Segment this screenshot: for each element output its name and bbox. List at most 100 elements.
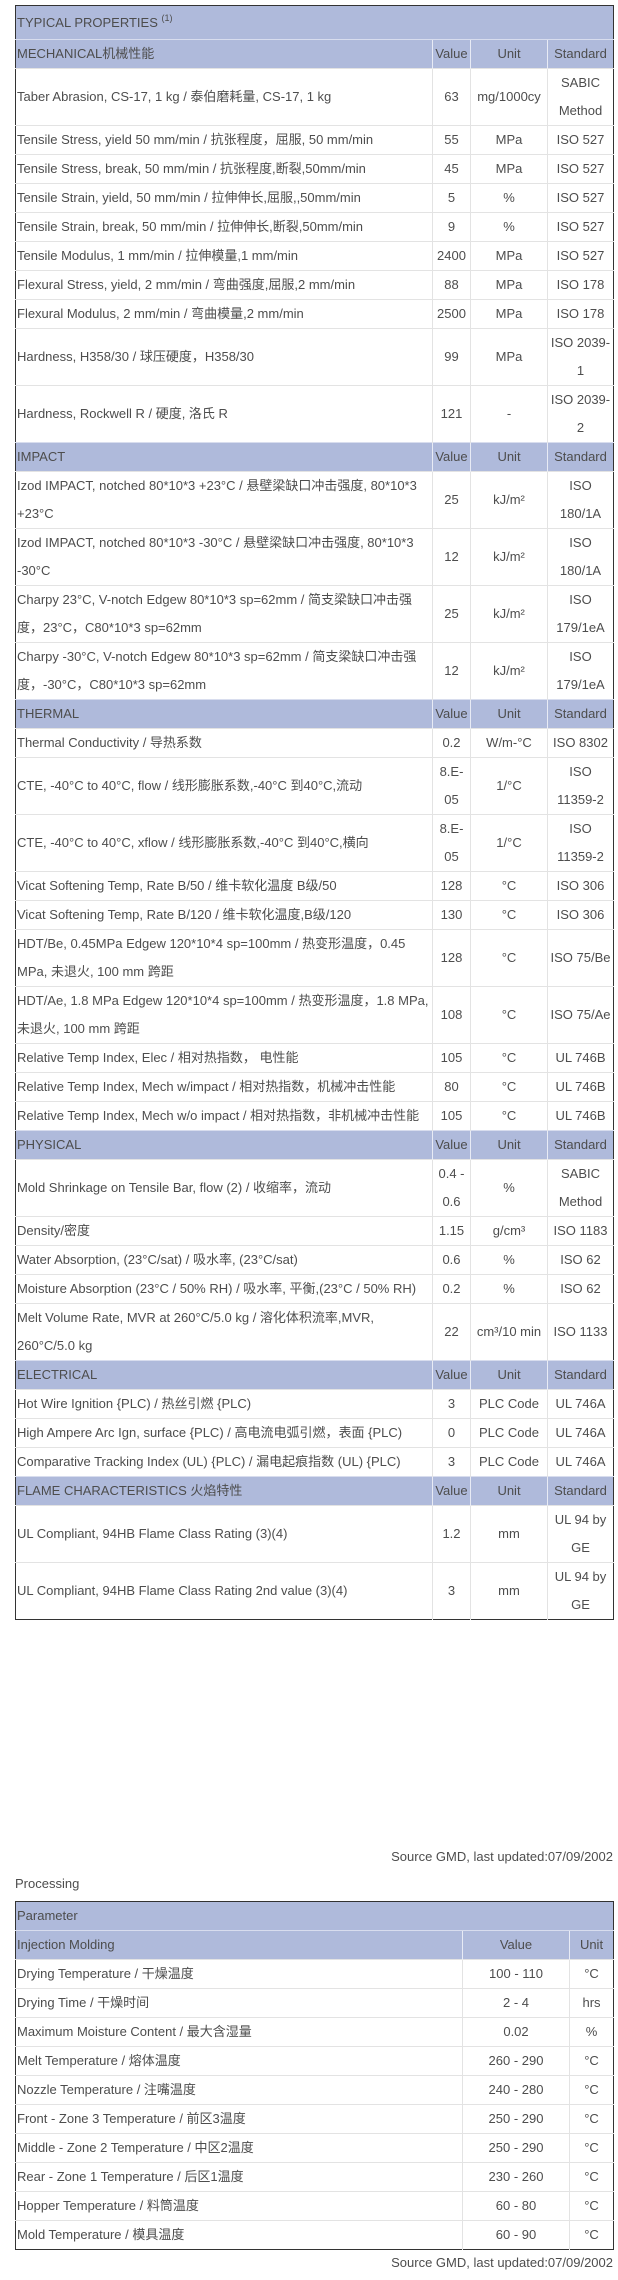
standard-header: Standard: [547, 699, 614, 729]
property-standard: ISO 2039-2: [547, 385, 614, 443]
property-name: Comparative Tracking Index (UL) {PLC) / …: [15, 1447, 433, 1477]
property-unit: °C: [470, 900, 548, 930]
property-name: Charpy 23°C, V-notch Edgew 80*10*3 sp=62…: [15, 585, 433, 643]
property-value: 22: [432, 1303, 471, 1361]
property-value: 8.E-05: [432, 757, 471, 815]
parameter-unit: °C: [569, 2191, 614, 2221]
property-unit: °C: [470, 929, 548, 987]
section-title: PHYSICAL: [15, 1130, 433, 1160]
parameter-name: Rear - Zone 1 Temperature / 后区1温度: [15, 2162, 463, 2192]
property-value: 105: [432, 1043, 471, 1073]
parameter-value: 250 - 290: [462, 2104, 570, 2134]
property-standard: ISO 527: [547, 154, 614, 184]
property-unit: MPa: [470, 270, 548, 300]
property-value: 25: [432, 585, 471, 643]
property-standard: ISO 62: [547, 1274, 614, 1304]
property-name: Flexural Stress, yield, 2 mm/min / 弯曲强度,…: [15, 270, 433, 300]
table-row: Nozzle Temperature / 注嘴温度 240 - 280 °C: [15, 2075, 614, 2105]
property-standard: UL 746A: [547, 1447, 614, 1477]
property-value: 0.4 - 0.6: [432, 1159, 471, 1217]
table-row: Moisture Absorption (23°C / 50% RH) / 吸水…: [15, 1274, 614, 1304]
property-name: Moisture Absorption (23°C / 50% RH) / 吸水…: [15, 1274, 433, 1304]
parameter-unit: hrs: [569, 1988, 614, 2018]
property-value: 130: [432, 900, 471, 930]
property-standard: ISO 8302: [547, 728, 614, 758]
property-value: 1.15: [432, 1216, 471, 1246]
property-standard: UL 746B: [547, 1072, 614, 1102]
property-unit: °C: [470, 1043, 548, 1073]
unit-header: Unit: [569, 1930, 614, 1960]
property-standard: ISO 1183: [547, 1216, 614, 1246]
property-standard: ISO 179/1eA: [547, 642, 614, 700]
parameter-value: 240 - 280: [462, 2075, 570, 2105]
property-name: Vicat Softening Temp, Rate B/50 / 维卡软化温度…: [15, 871, 433, 901]
property-unit: g/cm³: [470, 1216, 548, 1246]
property-unit: °C: [470, 871, 548, 901]
property-name: Melt Volume Rate, MVR at 260°C/5.0 kg / …: [15, 1303, 433, 1361]
property-standard: SABIC Method: [547, 1159, 614, 1217]
section-title: IMPACT: [15, 442, 433, 472]
property-unit: kJ/m²: [470, 642, 548, 700]
standard-header: Standard: [547, 1130, 614, 1160]
table-row: UL Compliant, 94HB Flame Class Rating (3…: [15, 1505, 614, 1563]
property-value: 55: [432, 125, 471, 155]
parameter-header-row: Parameter: [15, 1901, 614, 1931]
property-value: 12: [432, 528, 471, 586]
table-row: Izod IMPACT, notched 80*10*3 +23°C / 悬壁梁…: [15, 471, 614, 529]
section-title: FLAME CHARACTERISTICS 火焰特性: [15, 1476, 433, 1506]
property-value: 99: [432, 328, 471, 386]
property-value: 1.2: [432, 1505, 471, 1563]
property-name: High Ampere Arc Ign, surface {PLC) / 高电流…: [15, 1418, 433, 1448]
parameter-unit: °C: [569, 2162, 614, 2192]
standard-header: Standard: [547, 1360, 614, 1390]
property-standard: UL 94 by GE: [547, 1562, 614, 1620]
table-row: Relative Temp Index, Mech w/o impact / 相…: [15, 1101, 614, 1131]
parameter-name: Drying Temperature / 干燥温度: [15, 1959, 463, 1989]
section-header-row: FLAME CHARACTERISTICS 火焰特性 Value Unit Stand…: [15, 1476, 614, 1506]
footnote-ref: (1): [161, 13, 173, 23]
property-name: Relative Temp Index, Mech w/impact / 相对热…: [15, 1072, 433, 1102]
property-name: Tensile Strain, break, 50 mm/min / 拉伸伸长,…: [15, 212, 433, 242]
processing-table: Parameter Injection Molding Value Unit D…: [15, 1901, 614, 2250]
parameter-name: Front - Zone 3 Temperature / 前区3温度: [15, 2104, 463, 2134]
property-unit: mg/1000cy: [470, 68, 548, 126]
property-name: Flexural Modulus, 2 mm/min / 弯曲模量,2 mm/m…: [15, 299, 433, 329]
property-value: 25: [432, 471, 471, 529]
table-row: Tensile Strain, yield, 50 mm/min / 拉伸伸长,…: [15, 183, 614, 213]
property-name: Hardness, Rockwell R / 硬度, 洛氏 R: [15, 385, 433, 443]
property-unit: %: [470, 212, 548, 242]
property-name: Hot Wire Ignition {PLC) / 热丝引燃 {PLC): [15, 1389, 433, 1419]
property-value: 3: [432, 1562, 471, 1620]
parameter-unit: °C: [569, 2075, 614, 2105]
table-row: Relative Temp Index, Mech w/impact / 相对热…: [15, 1072, 614, 1102]
table-row: Charpy -30°C, V-notch Edgew 80*10*3 sp=6…: [15, 642, 614, 700]
property-value: 105: [432, 1101, 471, 1131]
parameter-unit: %: [569, 2017, 614, 2047]
property-unit: °C: [470, 986, 548, 1044]
property-name: Mold Shrinkage on Tensile Bar, flow (2) …: [15, 1159, 433, 1217]
section-title: MECHANICAL机械性能: [15, 39, 433, 69]
property-value: 5: [432, 183, 471, 213]
property-standard: ISO 527: [547, 212, 614, 242]
property-value: 3: [432, 1447, 471, 1477]
unit-header: Unit: [470, 442, 548, 472]
unit-header: Unit: [470, 1476, 548, 1506]
parameter-value: 60 - 80: [462, 2191, 570, 2221]
property-standard: ISO 179/1eA: [547, 585, 614, 643]
property-standard: ISO 11359-2: [547, 757, 614, 815]
property-name: Izod IMPACT, notched 80*10*3 +23°C / 悬壁梁…: [15, 471, 433, 529]
parameter-header: Parameter: [15, 1901, 614, 1931]
parameter-unit: °C: [569, 2220, 614, 2250]
table-title: TYPICAL PROPERTIES (1): [15, 5, 614, 40]
property-value: 0.2: [432, 728, 471, 758]
property-name: Taber Abrasion, CS-17, 1 kg / 泰伯磨耗量, CS-…: [15, 68, 433, 126]
property-standard: ISO 1133: [547, 1303, 614, 1361]
table-row: Flexural Modulus, 2 mm/min / 弯曲模量,2 mm/m…: [15, 299, 614, 329]
property-standard: UL 94 by GE: [547, 1505, 614, 1563]
table-row: Mold Temperature / 模具温度 60 - 90 °C: [15, 2220, 614, 2250]
property-unit: °C: [470, 1072, 548, 1102]
processing-heading: Processing: [15, 1876, 80, 1891]
property-name: Izod IMPACT, notched 80*10*3 -30°C / 悬壁梁…: [15, 528, 433, 586]
property-standard: ISO 62: [547, 1245, 614, 1275]
property-unit: W/m-°C: [470, 728, 548, 758]
